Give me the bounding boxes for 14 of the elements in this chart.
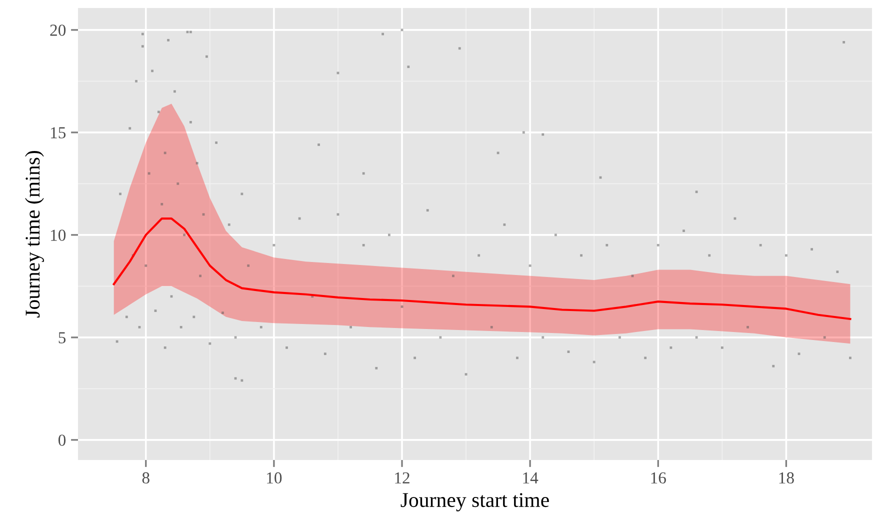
x-tick-label: 10	[267, 472, 282, 484]
x-tick-label: 18	[779, 472, 794, 484]
x-tick-label: 14	[523, 472, 538, 484]
y-tick-label: 15	[50, 127, 66, 138]
y-tick-label: 10	[50, 230, 66, 241]
x-axis-title: Journey start time	[400, 493, 549, 512]
x-tick-label: 8	[142, 472, 150, 484]
x-tick-label: 16	[651, 472, 666, 484]
y-tick-label: 0	[58, 434, 66, 446]
x-tick-label: 12	[395, 472, 410, 484]
y-tick-label: 20	[50, 24, 66, 36]
line-series	[112, 217, 852, 320]
y-axis-title: Journey time (mins)	[25, 151, 44, 318]
y-tick-label: 5	[58, 332, 66, 344]
